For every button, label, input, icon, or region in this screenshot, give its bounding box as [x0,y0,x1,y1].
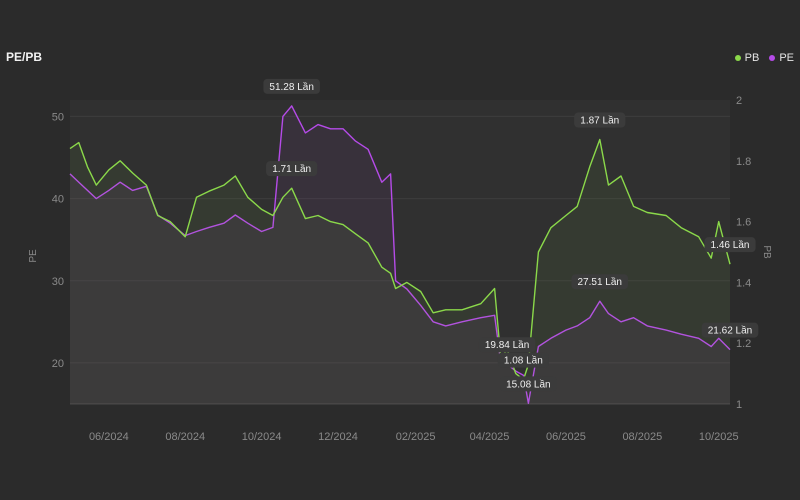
annotation-box [704,237,756,253]
y-left-tick-label: 20 [52,358,64,370]
x-tick-label: 10/2025 [699,431,739,443]
annotation-box [701,322,759,338]
annotation-label: 19.84 Lần [485,339,530,351]
y-right-tick-label: 1.8 [736,156,751,168]
annotation-label: 1.71 Lần [272,163,311,175]
x-tick-label: 06/2024 [89,431,129,443]
annotation-box [574,112,626,128]
legend-item-pe[interactable]: PE [769,52,794,64]
y-right-tick-label: 1 [736,399,742,411]
pb-legend-marker [734,55,741,61]
series-area-pb [70,139,730,404]
y-left-tick-label: 30 [52,276,64,288]
annotation-box [266,161,318,177]
pe-legend-marker [769,55,776,61]
x-tick-label: 10/2024 [242,431,282,443]
series-area-pe [70,105,730,405]
annotation-label: 1.08 Lần [504,355,543,367]
y-right-tick-label: 1.4 [736,277,751,289]
x-tick-label: 04/2025 [470,431,510,443]
annotation-box [497,352,549,368]
annotation-label: 1.87 Lần [580,115,619,127]
y-right-axis-label: PB [761,245,772,259]
annotation-label: 15.08 Lần [506,378,551,390]
annotation-label: 51.28 Lần [269,81,314,93]
y-right-tick-label: 2 [736,95,742,107]
y-left-tick-label: 40 [52,194,64,206]
legend-label-pb: PB [744,52,760,64]
series-line-pb[interactable] [69,138,731,381]
annotation-label: 27.51 Lần [578,276,623,288]
y-right-tick-label: 1.6 [736,217,751,229]
annotation-label: 1.46 Lần [711,239,750,251]
annotation-box [500,376,557,392]
plot-area [70,100,730,404]
legend-item-pb[interactable]: PB [734,52,760,64]
legend-label-pe: PE [779,52,794,64]
annotation-box [478,337,536,353]
x-tick-label: 08/2025 [622,431,662,443]
annotation-box [263,78,320,94]
x-tick-label: 08/2024 [165,431,205,443]
chart-title: PE/PB [6,50,43,64]
annotation-box [571,274,629,290]
y-right-tick-label: 1.2 [736,338,751,350]
x-tick-label: 02/2025 [396,431,436,443]
x-tick-label: 12/2024 [318,431,358,443]
chart-legend: PB PE [734,52,794,64]
y-left-tick-label: 50 [52,111,64,123]
annotation-label: 21.62 Lần [708,325,753,337]
x-tick-label: 06/2025 [546,431,586,443]
y-left-axis-label: PE [28,249,39,263]
